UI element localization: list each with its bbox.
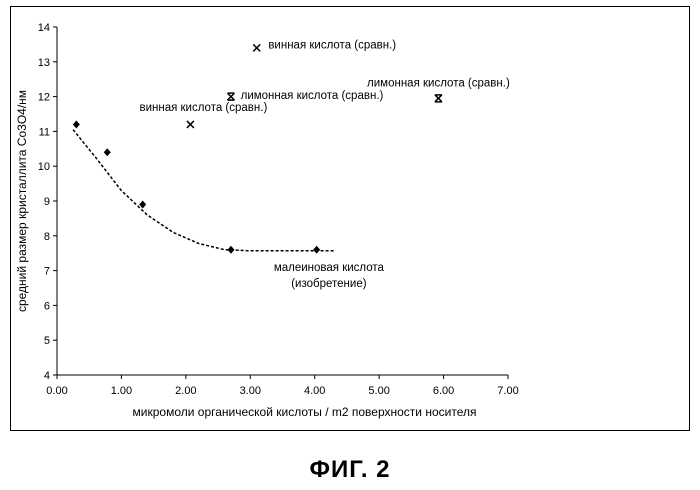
- x-tick-label: 2.00: [175, 385, 196, 397]
- data-point-asterisk: [435, 95, 442, 102]
- data-point-diamond: [73, 120, 80, 128]
- y-tick-label: 12: [38, 92, 50, 104]
- annotation-label: винная кислота (сравн.): [139, 102, 267, 114]
- x-tick-label: 7.00: [497, 385, 518, 397]
- y-tick-label: 10: [38, 161, 50, 173]
- x-tick-label: 3.00: [240, 385, 261, 397]
- y-axis-title: средний размер кристаллита Co3O4/нм: [15, 90, 29, 312]
- annotation-label: малеиновая кислота: [274, 262, 385, 274]
- y-tick-label: 8: [44, 231, 50, 243]
- annotation-label: лимонная кислота (сравн.): [241, 90, 384, 102]
- x-tick-label: 4.00: [304, 385, 325, 397]
- y-tick-label: 13: [38, 57, 50, 69]
- y-tick-label: 11: [39, 126, 50, 138]
- data-point-diamond: [313, 246, 320, 254]
- y-tick-label: 14: [38, 22, 50, 34]
- x-axis-title: микромоли органической кислоты / m2 пове…: [133, 405, 477, 419]
- data-point-diamond: [139, 200, 146, 208]
- data-point-diamond: [104, 148, 111, 156]
- y-tick-label: 6: [44, 300, 50, 312]
- y-tick-label: 4: [44, 370, 50, 382]
- annotation-label: лимонная кислота (сравн.): [367, 78, 510, 90]
- y-tick-label: 5: [44, 335, 50, 347]
- annotation-label: винная кислота (сравн.): [268, 39, 396, 51]
- x-tick-label: 1.00: [111, 385, 132, 397]
- y-tick-label: 9: [44, 196, 50, 208]
- scatter-chart: 4 5 6 7 8 9 10 11 12 13 14 0.00 1.00 2.00 3.00 4.00 5.00…: [0, 0, 700, 440]
- data-point-asterisk: [227, 93, 234, 100]
- annotation-label: (изобретение): [291, 278, 366, 290]
- x-tick-label: 6.00: [433, 385, 454, 397]
- data-point-x: [253, 44, 260, 51]
- data-point-diamond: [227, 246, 234, 254]
- y-tick-label: 7: [44, 266, 50, 278]
- data-point-x: [187, 121, 194, 128]
- x-tick-label: 0.00: [46, 385, 67, 397]
- x-tick-label: 5.00: [368, 385, 389, 397]
- figure-caption: ФИГ. 2: [0, 456, 700, 484]
- trendline: [73, 130, 334, 251]
